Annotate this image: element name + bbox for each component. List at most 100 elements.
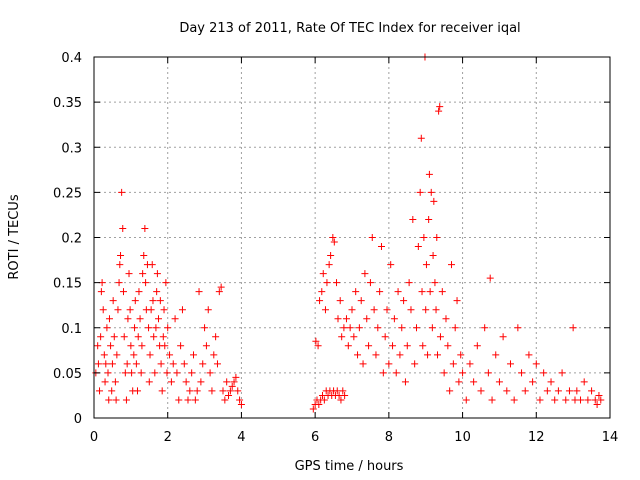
data-point	[432, 306, 440, 314]
data-point	[569, 324, 577, 332]
data-point	[409, 215, 417, 223]
data-point	[226, 387, 234, 395]
data-point	[178, 306, 186, 314]
data-point	[374, 324, 382, 332]
data-point	[138, 342, 146, 350]
data-point	[413, 324, 420, 332]
data-point	[184, 396, 192, 404]
data-point	[236, 396, 244, 404]
data-point	[177, 342, 185, 350]
data-point	[325, 261, 333, 269]
data-point	[309, 405, 317, 413]
data-point	[321, 306, 329, 314]
data-point	[193, 387, 201, 395]
data-point	[173, 369, 181, 377]
data-point	[514, 324, 522, 332]
data-point	[350, 333, 358, 341]
data-point	[414, 243, 422, 251]
plot-frame	[93, 56, 611, 419]
data-point	[492, 351, 500, 359]
data-point	[99, 306, 107, 314]
data-point	[352, 288, 360, 296]
data-point	[451, 324, 459, 332]
data-point	[126, 306, 134, 314]
data-point	[547, 378, 555, 386]
data-point	[199, 360, 207, 368]
data-point	[108, 360, 116, 368]
data-point	[125, 270, 133, 278]
data-point	[477, 387, 485, 395]
data-point	[453, 297, 461, 305]
data-point	[114, 306, 122, 314]
data-point	[103, 324, 111, 332]
data-point	[340, 324, 348, 332]
data-point	[117, 252, 125, 260]
data-point	[444, 342, 452, 350]
data-point	[554, 387, 562, 395]
data-point	[385, 360, 393, 368]
data-point	[323, 279, 331, 287]
data-point	[405, 279, 413, 287]
data-point	[171, 315, 179, 323]
data-point	[156, 297, 164, 305]
data-point	[543, 387, 551, 395]
data-point	[163, 369, 171, 377]
data-point	[562, 396, 570, 404]
data-point	[159, 333, 167, 341]
data-point	[390, 315, 398, 323]
data-point	[107, 342, 115, 350]
data-point	[470, 378, 478, 386]
data-point	[403, 342, 411, 350]
data-point	[442, 315, 450, 323]
data-point	[97, 333, 105, 341]
data-point	[376, 288, 384, 296]
data-point	[100, 351, 108, 359]
data-point	[139, 270, 147, 278]
data-point	[133, 387, 141, 395]
data-point	[237, 400, 245, 408]
x-tick-label: 8	[385, 430, 393, 445]
data-point	[136, 315, 144, 323]
data-point	[425, 170, 433, 178]
data-point	[418, 288, 426, 296]
data-point	[588, 387, 596, 395]
data-point	[195, 288, 203, 296]
data-point	[104, 369, 112, 377]
x-tick-label: 12	[528, 430, 545, 445]
data-point	[109, 297, 117, 305]
data-point	[219, 387, 227, 395]
data-point	[329, 234, 337, 241]
data-point	[595, 391, 603, 399]
data-point	[130, 351, 138, 359]
y-tick-label: 0.15	[53, 277, 82, 292]
data-point	[208, 387, 216, 395]
data-point	[381, 333, 389, 341]
data-point	[145, 324, 153, 332]
data-point	[142, 279, 150, 287]
data-point	[153, 288, 161, 296]
data-point	[532, 360, 540, 368]
data-point	[529, 378, 537, 386]
data-point	[419, 342, 427, 350]
data-point	[430, 197, 438, 205]
data-point	[488, 396, 496, 404]
data-point	[217, 283, 225, 291]
data-point	[336, 297, 344, 305]
data-point	[499, 333, 507, 341]
data-point	[113, 351, 121, 359]
data-point	[319, 270, 327, 278]
data-point	[577, 396, 585, 404]
data-point	[157, 360, 165, 368]
data-point	[155, 315, 162, 323]
data-point	[417, 134, 425, 142]
data-point	[396, 351, 404, 359]
data-point	[426, 288, 434, 296]
data-point	[359, 360, 367, 368]
data-point	[428, 324, 436, 332]
data-point	[363, 315, 371, 323]
data-point	[473, 342, 481, 350]
data-point	[459, 369, 467, 377]
data-point	[379, 369, 387, 377]
data-point	[320, 396, 328, 404]
data-point	[213, 360, 221, 368]
